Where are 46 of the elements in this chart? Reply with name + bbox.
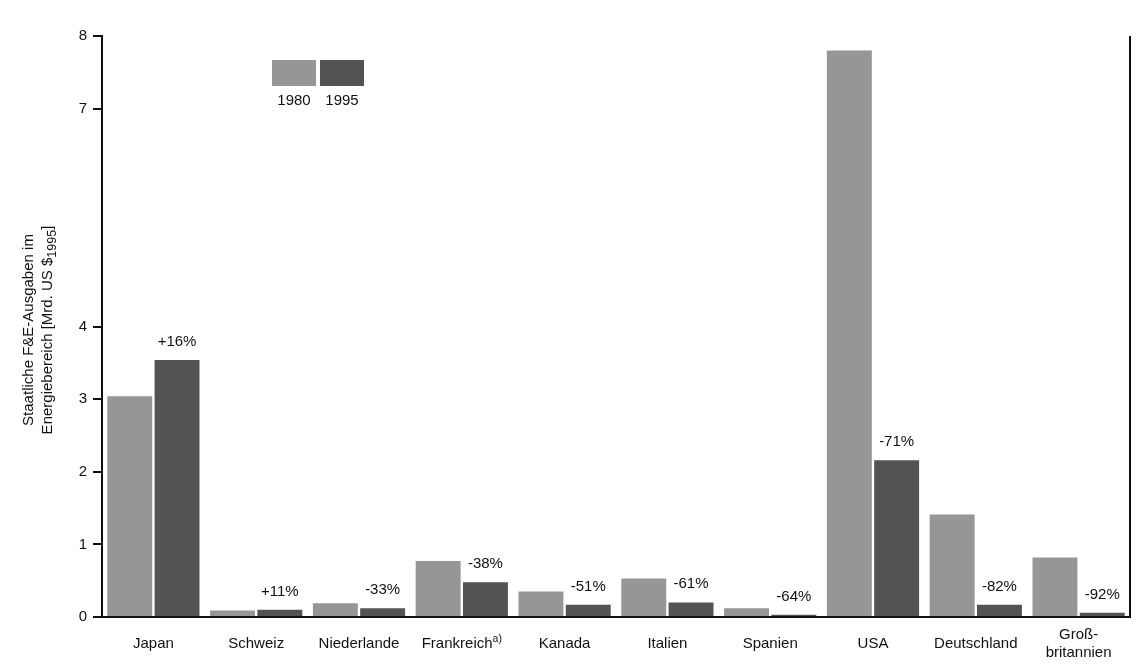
annotation: -92% [1084, 584, 1120, 602]
x-tick-label: Deutschland [934, 634, 1018, 651]
annotation: -51% [570, 576, 606, 594]
y-tick-label: 2 [78, 461, 87, 479]
bar [874, 460, 920, 616]
y-tick-label: 1 [78, 534, 87, 552]
bar [1032, 557, 1078, 616]
x-tick-label: Kanada [538, 634, 592, 651]
x-tick-label: Spanien [742, 634, 798, 651]
bar [724, 608, 770, 616]
bar [976, 604, 1022, 616]
y-tick-label: 4 [78, 316, 87, 334]
annotation: +16% [157, 331, 197, 349]
bar [668, 602, 714, 616]
bar [415, 561, 461, 616]
bar [360, 608, 406, 616]
y-tick-label: 7 [78, 98, 87, 116]
bar [312, 603, 358, 616]
x-tick-label: Schweiz [228, 634, 285, 651]
legend-label: 1980 [277, 91, 311, 108]
y-tick-label: 3 [78, 389, 87, 407]
legend-label: 1995 [325, 91, 359, 108]
bar [621, 578, 667, 616]
bar [565, 604, 611, 616]
x-tick-label: Japan [132, 634, 174, 651]
bar [257, 609, 303, 616]
annotation: -71% [879, 432, 915, 450]
annotation: -82% [981, 576, 1017, 594]
bar [462, 582, 508, 616]
bar [210, 610, 256, 616]
annotation: -33% [365, 580, 401, 598]
annotation: +11% [261, 581, 299, 599]
bar [826, 50, 872, 616]
annotation: -38% [467, 554, 503, 572]
y-tick-label: 8 [78, 26, 87, 44]
x-tick-label: Italien [647, 634, 688, 651]
annotation: -61% [673, 574, 709, 592]
x-tick-label: USA [857, 634, 889, 651]
y-tick-label: 0 [78, 607, 87, 625]
bar [929, 514, 975, 616]
annotation: -64% [776, 586, 812, 604]
x-tick-label: Groß-britannien [1045, 625, 1112, 660]
bar [518, 591, 564, 616]
bar [107, 396, 153, 616]
x-tick-label: Niederlande [318, 634, 400, 651]
bar [154, 359, 200, 616]
